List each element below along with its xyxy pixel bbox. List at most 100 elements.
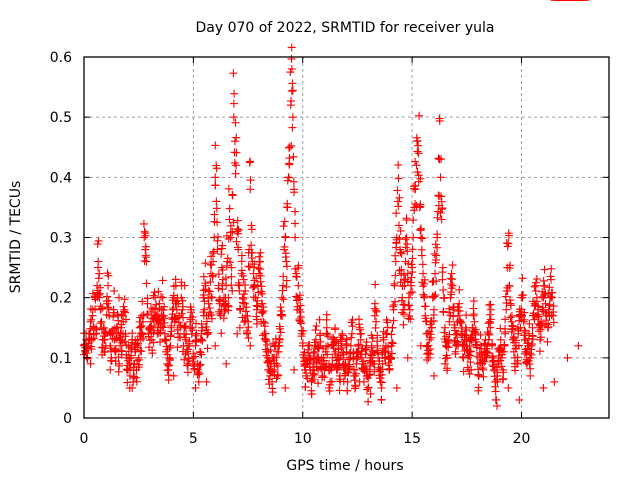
data-point-marker [367, 343, 376, 352]
data-point-marker [516, 312, 525, 321]
x-tick-label: 10 [294, 431, 312, 447]
data-point-marker [336, 333, 345, 342]
data-point-marker [197, 326, 206, 335]
data-point-marker [167, 327, 176, 336]
data-point-marker [502, 305, 511, 314]
data-point-marker [110, 286, 119, 295]
data-point-marker [252, 315, 261, 324]
data-point-marker [395, 234, 404, 243]
data-point-marker [280, 217, 289, 226]
data-point-marker [474, 371, 483, 380]
data-point-marker [183, 368, 192, 377]
data-point-marker [281, 249, 290, 258]
data-point-marker [272, 353, 281, 362]
data-point-marker [251, 293, 260, 302]
data-point-marker [389, 302, 398, 311]
data-point-marker [391, 257, 400, 266]
data-point-marker [454, 303, 463, 312]
data-point-marker [199, 272, 208, 281]
data-point-marker [218, 265, 227, 274]
data-point-marker [364, 397, 373, 406]
data-point-marker [343, 367, 352, 376]
data-point-marker [268, 353, 277, 362]
data-point-marker [431, 269, 440, 278]
data-point-marker [140, 256, 149, 265]
data-point-marker [241, 307, 250, 316]
data-point-marker [362, 385, 371, 394]
data-point-marker [268, 388, 277, 397]
data-point-marker [392, 383, 401, 392]
data-point-marker [134, 363, 143, 372]
data-point-marker [338, 331, 347, 340]
data-point-marker [455, 299, 464, 308]
data-point-marker [121, 308, 130, 317]
data-point-marker [330, 324, 339, 333]
data-point-marker [408, 287, 417, 296]
data-point-marker [139, 219, 148, 228]
data-point-marker [501, 324, 510, 333]
data-point-marker [505, 282, 514, 291]
data-point-marker [153, 310, 162, 319]
data-point-marker [282, 262, 291, 271]
data-point-marker [276, 303, 285, 312]
data-point-marker [427, 333, 436, 342]
data-point-marker [392, 239, 401, 248]
data-point-marker [195, 369, 204, 378]
data-point-marker [241, 286, 250, 295]
data-point-marker [377, 395, 386, 404]
data-point-marker [440, 294, 449, 303]
data-point-marker [256, 257, 265, 266]
data-point-marker [143, 310, 152, 319]
data-point-marker [137, 322, 146, 331]
data-point-marker [162, 336, 171, 345]
y-tick-label: 0.4 [50, 170, 72, 186]
data-point-marker [277, 293, 286, 302]
data-point-marker [334, 363, 343, 372]
data-point-marker [488, 339, 497, 348]
data-point-marker [532, 297, 541, 306]
data-point-marker [194, 377, 203, 386]
data-point-marker [368, 333, 377, 342]
data-point-marker [178, 302, 187, 311]
data-point-marker [290, 365, 298, 374]
data-point-marker [169, 304, 178, 313]
data-point-marker [279, 281, 288, 290]
data-point-marker [534, 312, 543, 321]
data-point-marker [359, 364, 368, 373]
data-point-marker [380, 346, 389, 355]
data-point-marker [472, 343, 481, 352]
data-point-marker [128, 329, 137, 338]
data-point-marker [437, 192, 446, 201]
data-point-marker [387, 349, 396, 358]
data-point-marker [227, 272, 236, 281]
data-point-marker [149, 291, 158, 300]
data-point-marker [196, 335, 205, 344]
data-point-marker [486, 323, 495, 332]
data-point-marker [371, 323, 380, 332]
data-point-marker [256, 248, 265, 257]
data-point-marker [526, 371, 535, 380]
data-point-marker [470, 317, 479, 326]
data-point-marker [141, 253, 150, 262]
data-point-marker [305, 341, 314, 350]
data-point-marker [312, 321, 321, 330]
data-point-marker [169, 282, 178, 291]
data-point-marker [287, 43, 296, 52]
data-point-marker [405, 301, 414, 310]
data-point-marker [362, 345, 371, 354]
data-point-marker [549, 302, 558, 311]
data-point-marker [302, 369, 311, 378]
data-point-marker [544, 323, 553, 332]
data-point-marker [439, 307, 448, 316]
data-point-marker [352, 355, 361, 364]
data-point-marker [428, 277, 437, 286]
data-point-marker [351, 371, 360, 380]
data-point-marker [400, 276, 409, 285]
data-point-marker [467, 331, 476, 340]
data-point-marker [291, 207, 300, 216]
data-point-marker [212, 164, 221, 173]
data-point-marker [500, 340, 509, 349]
data-point-marker [397, 296, 406, 305]
data-point-marker [287, 65, 296, 74]
y-axis-label: SRMTID / TECUs [8, 181, 24, 294]
